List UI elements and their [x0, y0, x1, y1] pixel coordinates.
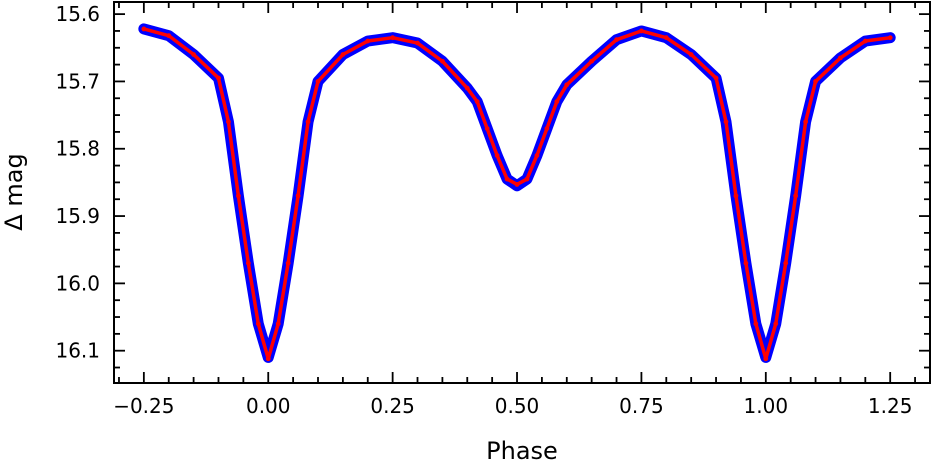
model-point	[390, 35, 396, 41]
model-point	[544, 126, 550, 131]
model-point	[534, 153, 540, 158]
x-tick-label: 0.00	[246, 394, 291, 418]
x-tick-label: 0.75	[619, 394, 664, 418]
y-tick-label: 15.6	[55, 2, 100, 26]
model-point	[564, 82, 570, 88]
model-line	[142, 27, 892, 361]
model-series	[141, 26, 893, 362]
x-axis-title: Phase	[486, 437, 558, 460]
model-point	[773, 321, 779, 327]
model-point	[484, 126, 490, 131]
model-point	[415, 40, 420, 46]
model-point	[285, 260, 291, 266]
model-point	[838, 55, 843, 61]
model-point	[524, 176, 530, 182]
model-point	[340, 52, 346, 57]
model-point	[763, 356, 769, 362]
model-point	[783, 260, 789, 266]
y-axis-title: Δ mag	[0, 153, 28, 230]
model-point	[245, 260, 251, 266]
model-point	[514, 182, 520, 187]
series-layer	[138, 23, 896, 363]
model-point	[753, 321, 759, 327]
y-tick-label: 15.8	[55, 137, 100, 161]
model-point	[813, 79, 818, 84]
model-point	[226, 119, 231, 125]
model-point	[504, 176, 510, 182]
model-point	[494, 153, 500, 158]
tick-labels-layer: −0.25 0.00 0.25 0.50 0.75 1.00 1.25 15.6 15.7 15.…	[55, 2, 912, 418]
model-point	[265, 356, 271, 362]
y-tick-label: 16.1	[55, 339, 100, 363]
model-point	[295, 193, 301, 199]
observed-series	[138, 23, 896, 363]
model-point	[639, 28, 644, 34]
model-point	[862, 38, 868, 44]
model-point	[803, 119, 809, 125]
ticks-layer	[114, 2, 930, 383]
plot-frame	[113, 1, 931, 384]
x-tick-label: 0.25	[370, 394, 415, 418]
model-point	[663, 35, 669, 41]
model-point	[141, 26, 147, 32]
model-point	[713, 75, 719, 81]
model-point	[166, 33, 172, 39]
x-tick-label: 0.50	[495, 394, 540, 418]
model-point	[688, 52, 694, 57]
model-point	[315, 79, 321, 84]
model-point	[733, 193, 739, 199]
model-point	[614, 37, 619, 43]
model-point	[365, 38, 371, 44]
model-point	[743, 260, 749, 266]
model-point	[589, 58, 595, 64]
model-point	[255, 321, 261, 327]
model-point	[723, 119, 729, 125]
model-point	[235, 193, 241, 199]
y-tick-label: 16.0	[55, 271, 100, 295]
y-tick-label: 15.7	[55, 69, 100, 93]
x-tick-label: 1.25	[868, 394, 913, 418]
model-point	[191, 52, 197, 57]
model-point	[474, 99, 480, 105]
model-point	[793, 193, 799, 199]
model-point	[464, 85, 470, 91]
x-tick-label: 1.00	[744, 394, 789, 418]
y-tick-label: 15.9	[55, 204, 100, 228]
model-point	[216, 75, 221, 81]
model-point	[887, 35, 893, 41]
model-point	[275, 321, 281, 327]
x-tick-label: −0.25	[113, 394, 174, 418]
model-point	[305, 119, 311, 125]
model-point	[554, 99, 560, 105]
model-point	[439, 58, 445, 64]
